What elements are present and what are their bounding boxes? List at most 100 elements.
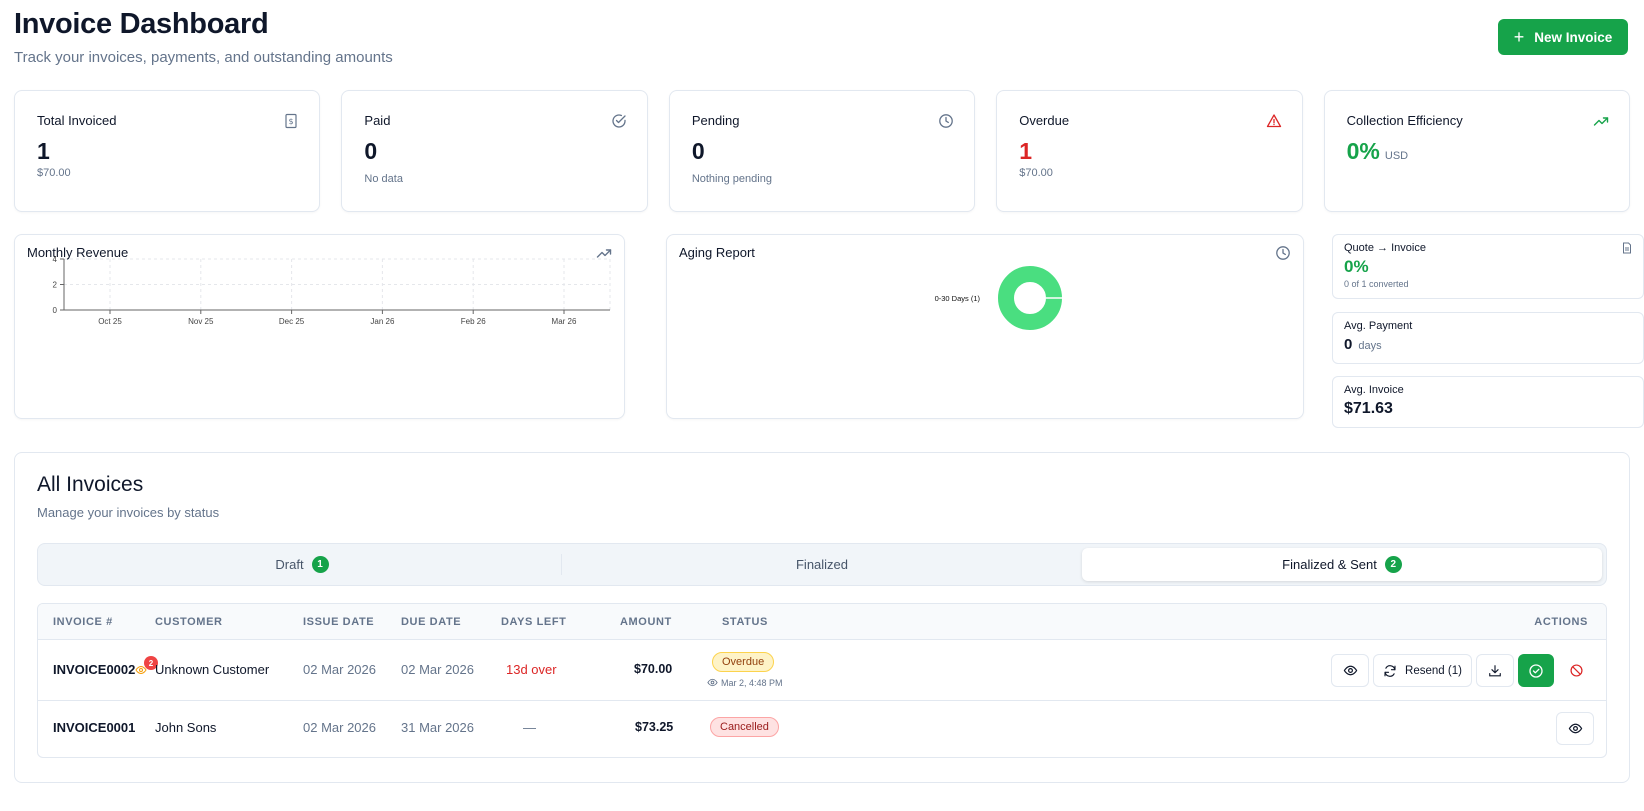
invoice-number[interactable]: INVOICE0001 xyxy=(53,720,136,735)
cancel-invoice-button[interactable] xyxy=(1558,654,1594,687)
resend-button[interactable]: Resend (1) xyxy=(1373,654,1472,687)
tab-finalized[interactable]: Finalized xyxy=(562,548,1082,581)
efficiency-row: 0% USD xyxy=(1347,128,1607,165)
stat-collection-efficiency: Collection Efficiency 0% USD xyxy=(1323,90,1631,212)
stat-label: Total Invoiced xyxy=(37,113,117,128)
quote-to-invoice-card: Quote → Invoice 0% 0 of 1 converted xyxy=(1332,234,1644,299)
customer-name: John Sons xyxy=(155,720,217,735)
new-invoice-button[interactable]: + New Invoice xyxy=(1498,19,1628,55)
customer-name: Unknown Customer xyxy=(155,662,270,677)
charts-row: Monthly Revenue 4 2 0 Oct 25 Nov 25 Dec 25 Jan… xyxy=(14,234,1644,429)
stat-paid: Paid 0 No data xyxy=(341,90,648,212)
column-header: DAYS LEFT xyxy=(501,616,567,628)
trending-up-icon xyxy=(1593,113,1609,129)
issue-date: 02 Mar 2026 xyxy=(303,720,376,735)
stat-overdue: Overdue 1 $70.00 xyxy=(996,90,1303,212)
mark-paid-button[interactable] xyxy=(1518,654,1554,687)
document-icon xyxy=(1621,242,1633,254)
tab-count-badge: 1 xyxy=(311,556,329,573)
mini-label: Avg. Payment xyxy=(1344,320,1413,332)
page-header: Invoice Dashboard Track your invoices, p… xyxy=(14,8,1630,68)
clock-icon xyxy=(938,113,954,129)
mini-inline: 0 days xyxy=(1344,336,1632,353)
mini-label: Quote → Invoice xyxy=(1344,242,1426,254)
stat-label: Collection Efficiency xyxy=(1346,113,1463,128)
monthly-revenue-card: Monthly Revenue 4 2 0 Oct 25 Nov 25 Dec 25 Jan… xyxy=(14,234,625,419)
invoice-number[interactable]: INVOICE0002 xyxy=(53,662,136,677)
issue-date: 02 Mar 2026 xyxy=(303,662,376,677)
tab-count-badge: 2 xyxy=(1384,556,1402,573)
revenue-chart: 4 2 0 Oct 25 Nov 25 Dec 25 Jan 26 Feb 26 Mar 26 xyxy=(53,255,611,326)
section-title: All Invoices xyxy=(37,473,144,496)
warning-triangle-icon xyxy=(1266,113,1282,129)
table-row[interactable]: INVOICE0002 2 Unknown Customer 02 Mar 20… xyxy=(38,640,1606,701)
y-tick-label: 2 xyxy=(53,281,58,290)
view-count-badge: 2 xyxy=(144,656,158,670)
amount: $70.00 xyxy=(634,662,673,676)
status-pill: Overdue xyxy=(712,652,775,672)
stat-sub: Nothing pending xyxy=(691,173,772,185)
invoices-table: INVOICE # CUSTOMER ISSUE DATE DUE DATE D… xyxy=(37,603,1607,758)
plus-icon: + xyxy=(1513,27,1525,47)
stat-sub: $70.00 xyxy=(37,167,71,179)
eye-icon xyxy=(1343,665,1357,676)
tab-draft[interactable]: Draft 1 xyxy=(42,548,562,581)
column-header: DUE DATE xyxy=(401,616,462,628)
x-tick-label: Jan 26 xyxy=(370,317,395,326)
svg-text:$: $ xyxy=(289,117,294,126)
stat-value: 1 xyxy=(1019,138,1033,164)
status-tabs: Draft 1 Finalized Finalized & Sent 2 xyxy=(37,543,1607,586)
resend-label: Resend (1) xyxy=(1405,664,1462,677)
card-title: Monthly Revenue xyxy=(27,245,129,260)
days-left: 13d over xyxy=(506,662,557,677)
stat-value: 0 xyxy=(691,138,705,164)
mini-sub: 0 of 1 converted xyxy=(1344,279,1409,289)
tab-finalized-and-sent[interactable]: Finalized & Sent 2 xyxy=(1082,548,1602,581)
column-header: STATUS xyxy=(722,616,768,628)
column-header: INVOICE # xyxy=(53,616,113,628)
viewed-text: Mar 2, 4:48 PM xyxy=(721,677,783,688)
stat-total-invoiced: Total Invoiced 1 $70.00 $ xyxy=(14,90,321,212)
x-tick-label: Feb 26 xyxy=(461,317,486,326)
column-header: ISSUE DATE xyxy=(303,616,375,628)
stat-value: 0% xyxy=(1346,138,1380,164)
status-badge: Cancelled xyxy=(710,717,779,737)
dollar-receipt-icon: $ xyxy=(283,113,299,129)
mini-value: 0% xyxy=(1344,257,1369,276)
status-badge: Overdue xyxy=(712,652,775,672)
avg-invoice-card: Avg. Invoice $71.63 xyxy=(1332,376,1644,428)
refresh-icon xyxy=(1384,664,1396,677)
currency-unit: USD xyxy=(1384,150,1409,162)
tab-label: Finalized & Sent xyxy=(1282,557,1377,572)
stat-label: Overdue xyxy=(1019,113,1070,128)
due-date: 31 Mar 2026 xyxy=(401,720,474,735)
page-title: Invoice Dashboard xyxy=(14,8,269,40)
amount: $73.25 xyxy=(635,720,674,734)
viewed-timestamp: Mar 2, 4:48 PM xyxy=(707,677,783,688)
download-button[interactable] xyxy=(1476,654,1514,687)
new-invoice-label: New Invoice xyxy=(1534,29,1613,45)
section-subtitle: Manage your invoices by status xyxy=(37,505,220,520)
ban-icon xyxy=(1569,664,1583,677)
check-circle-icon xyxy=(1529,663,1543,678)
aging-donut-chart: 0-30 Days (1) xyxy=(935,266,1062,330)
tab-label: Draft xyxy=(275,557,304,572)
stat-label: Paid xyxy=(364,113,391,128)
table-row[interactable]: INVOICE0001 John Sons 02 Mar 2026 31 Mar… xyxy=(38,701,1606,757)
avg-payment-card: Avg. Payment 0 days xyxy=(1332,312,1644,364)
download-icon xyxy=(1489,664,1501,676)
eye-icon xyxy=(707,678,718,687)
eye-icon xyxy=(135,664,147,676)
x-tick-label: Nov 25 xyxy=(188,317,214,326)
view-button[interactable] xyxy=(1556,712,1594,745)
page-subtitle: Track your invoices, payments, and outst… xyxy=(14,49,393,66)
stats-row: Total Invoiced 1 $70.00 $ Paid 0 No data… xyxy=(14,90,1631,212)
column-header: ACTIONS xyxy=(1534,616,1588,628)
stat-label: Pending xyxy=(691,113,740,128)
x-tick-label: Dec 25 xyxy=(279,317,305,326)
x-tick-label: Mar 26 xyxy=(552,317,577,326)
view-button[interactable] xyxy=(1331,654,1369,687)
stat-value: 0 xyxy=(364,138,378,164)
mini-unit: days xyxy=(1358,340,1382,352)
status-pill: Cancelled xyxy=(710,717,779,737)
